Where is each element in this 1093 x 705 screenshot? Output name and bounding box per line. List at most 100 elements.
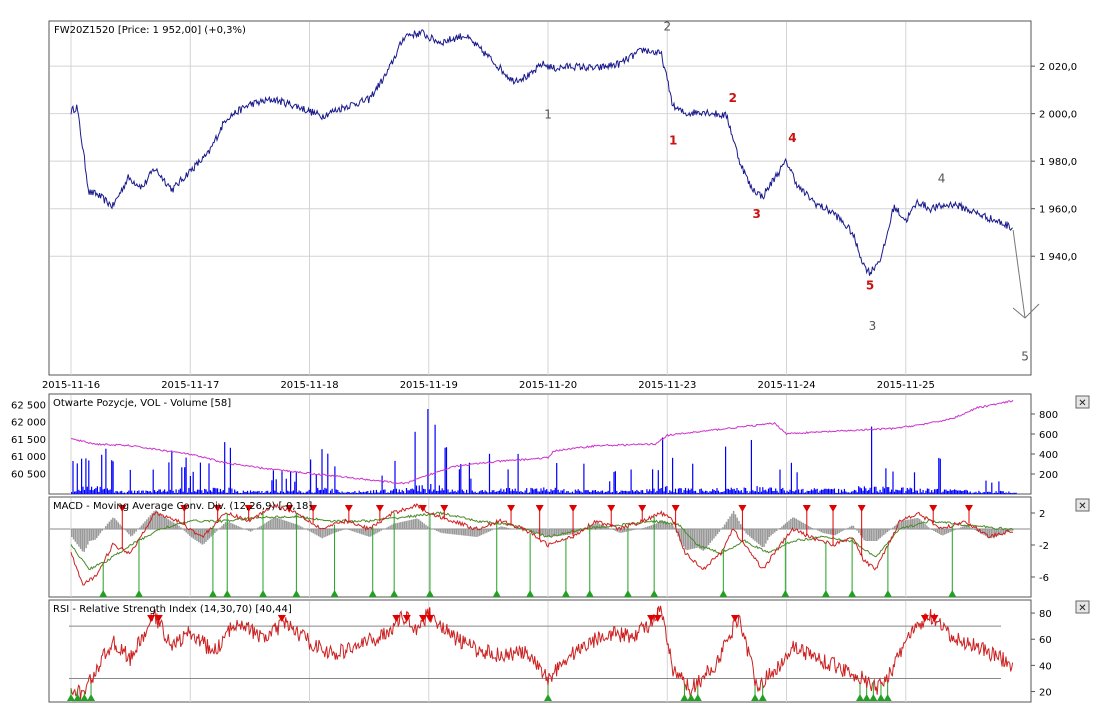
oi-y-tick-label: 61 000: [11, 452, 46, 463]
volume-bar: [162, 490, 164, 494]
macd-close-button[interactable]: ✕: [1075, 498, 1090, 512]
volume-bar: [464, 492, 466, 494]
volume-bar: [514, 488, 516, 494]
volume-bar: [607, 490, 609, 494]
volume-bar: [553, 490, 555, 494]
volume-bar: [348, 492, 350, 494]
volume-bar: [926, 488, 928, 494]
buy-signal-marker: [719, 590, 728, 597]
volume-bar: [458, 469, 460, 494]
sell-signal-marker: [802, 505, 811, 512]
macd-histogram-bar: [373, 529, 375, 535]
volume-bar: [93, 489, 96, 494]
volume-bar: [239, 492, 242, 494]
macd-histogram-bar: [76, 529, 78, 545]
overbought-marker: [402, 615, 411, 622]
macd-histogram-bar: [139, 527, 141, 529]
macd-histogram-bar: [310, 529, 313, 533]
volume-bar: [557, 489, 559, 494]
volume-bar: [119, 491, 121, 494]
macd-histogram-bar: [768, 529, 771, 537]
price-panel: 2015-11-16 2015-11-17 2015-11-18 2015-11-19…: [42, 20, 1077, 391]
volume-bar: [928, 488, 930, 494]
volume-bar: [394, 460, 396, 494]
volume-bar: [623, 491, 625, 494]
macd-histogram-bar: [849, 526, 851, 529]
macd-histogram-bar: [736, 517, 738, 529]
macd-histogram-bar: [727, 519, 729, 529]
volume-bar: [679, 488, 681, 494]
macd-histogram-bar: [423, 523, 425, 529]
price-x-tick-label: 2015-11-17: [161, 380, 219, 391]
volume-bar: [586, 490, 588, 494]
macd-histogram-bar: [808, 526, 810, 529]
volume-bar: [762, 487, 764, 494]
arrow-head: [1012, 303, 1040, 319]
volume-bar: [478, 491, 481, 494]
volume-bar: [974, 492, 976, 494]
rsi-panel-title: RSI - Relative Strength Index (14,30,70)…: [53, 604, 292, 615]
macd-histogram-bar: [158, 513, 161, 529]
volume-bar: [901, 487, 903, 494]
volume-close-button[interactable]: ✕: [1075, 395, 1090, 409]
macd-histogram-bar: [119, 524, 121, 529]
macd-histogram-bar: [312, 529, 314, 534]
macd-histogram-bar: [351, 529, 354, 532]
volume-bar: [1002, 491, 1004, 494]
volume-bar: [647, 491, 649, 494]
volume-bar: [209, 490, 211, 494]
macd-histogram-bar: [505, 527, 508, 529]
volume-bar: [88, 460, 90, 494]
volume-bar: [516, 491, 518, 494]
volume-bar: [899, 490, 901, 494]
macd-histogram-bar: [879, 529, 881, 538]
macd-histogram-bar: [850, 525, 853, 529]
volume-bar: [483, 491, 485, 494]
macd-histogram-bar: [359, 529, 361, 534]
volume-bar: [918, 493, 920, 494]
macd-histogram-bar: [274, 517, 277, 529]
volume-bar: [580, 491, 582, 494]
volume-bar: [255, 491, 257, 494]
macd-histogram-bar: [936, 529, 939, 533]
macd-signal-markers: [99, 505, 973, 597]
volume-bar: [129, 469, 131, 494]
volume-bar: [808, 491, 810, 494]
volume-bar: [281, 470, 283, 494]
volume-bar: [364, 492, 366, 494]
macd-histogram-bar: [325, 529, 327, 537]
volume-bar: [795, 490, 797, 494]
volume-bar: [803, 492, 805, 494]
macd-histogram-bar: [976, 529, 978, 532]
rsi-close-button[interactable]: ✕: [1075, 600, 1090, 614]
volume-bar: [463, 491, 465, 494]
volume-bar: [352, 492, 355, 494]
volume-bar: [978, 490, 980, 494]
volume-bar: [936, 488, 938, 494]
volume-bar: [896, 489, 898, 494]
volume-bar: [327, 453, 329, 494]
volume-bar: [551, 490, 553, 494]
volume-bar: [911, 488, 913, 494]
volume-bar: [128, 490, 130, 494]
volume-bar: [643, 492, 645, 494]
volume-bar: [564, 492, 566, 494]
volume-bar: [923, 493, 926, 494]
volume-bar: [277, 492, 279, 494]
volume-bar: [413, 489, 415, 494]
volume-bar: [826, 489, 828, 494]
macd-histogram-bar: [367, 529, 370, 537]
macd-histogram-bar: [825, 529, 828, 534]
volume-bar: [403, 491, 405, 494]
volume-bar: [350, 492, 352, 494]
macd-histogram-bar: [700, 529, 703, 550]
volume-bar: [506, 488, 508, 494]
macd-histogram-bar: [720, 529, 722, 530]
volume-panel-title: Otwarte Pozycje, VOL - Volume [58]: [53, 398, 231, 409]
macd-histogram-bar: [176, 524, 178, 529]
macd-histogram-bar: [804, 523, 806, 529]
macd-histogram-bar: [539, 529, 542, 535]
volume-bar: [108, 490, 110, 494]
macd-histogram-bar: [391, 524, 393, 529]
macd-histogram-bar: [949, 529, 951, 533]
